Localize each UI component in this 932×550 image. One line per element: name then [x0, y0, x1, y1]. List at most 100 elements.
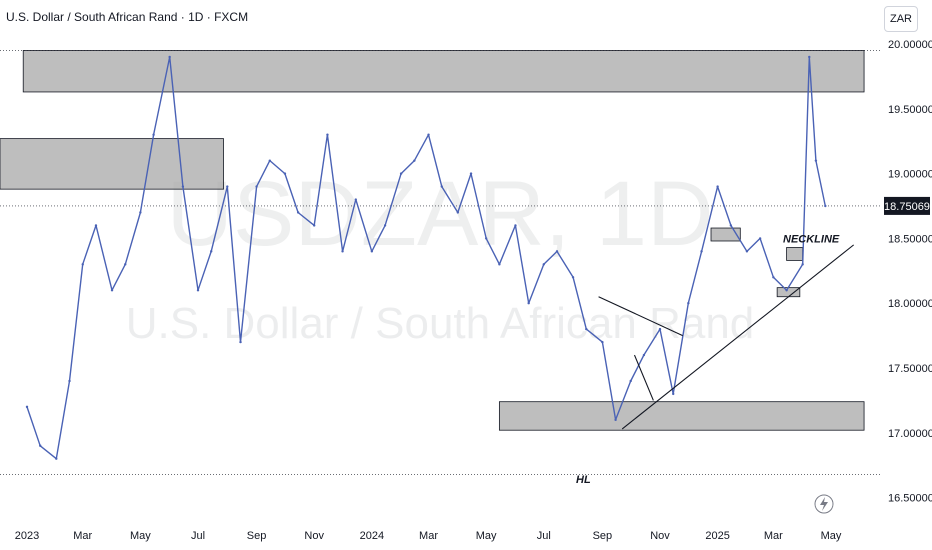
price-series	[26, 56, 826, 460]
price-point	[296, 211, 300, 214]
trendline[interactable]	[621, 244, 855, 430]
price-point	[571, 276, 575, 279]
zone-rect[interactable]	[0, 138, 224, 190]
price-point	[81, 263, 84, 266]
price-point	[456, 211, 460, 214]
x-tick-label: Jul	[191, 530, 205, 542]
x-tick-label: Mar	[73, 530, 92, 542]
price-point	[642, 353, 646, 357]
price-point	[672, 392, 675, 396]
price-point	[181, 185, 185, 188]
price-point	[700, 250, 703, 253]
price-point	[168, 55, 171, 59]
price-point	[614, 418, 617, 422]
price-point	[196, 289, 200, 292]
zone-rect[interactable]	[710, 227, 741, 242]
y-tick-label: 19.50000	[888, 104, 932, 116]
price-point	[39, 444, 42, 447]
price-point	[527, 302, 530, 305]
price-point	[808, 55, 811, 59]
price-point	[341, 250, 344, 253]
price-point	[658, 327, 662, 331]
price-point	[25, 405, 29, 409]
price-point	[687, 302, 690, 305]
x-tick-label: May	[130, 530, 151, 542]
price-point	[283, 172, 287, 175]
x-tick-label: Nov	[304, 530, 324, 542]
price-point	[255, 185, 258, 188]
price-point	[716, 185, 719, 188]
y-tick-label: 17.50000	[888, 363, 932, 375]
x-tick-label: Nov	[650, 530, 670, 542]
price-point	[629, 379, 632, 383]
y-tick-label: 20.00000	[888, 39, 932, 51]
price-point	[772, 276, 775, 279]
price-point	[399, 172, 403, 175]
price-point	[55, 457, 58, 460]
x-tick-label: Mar	[764, 530, 783, 542]
zone-rect[interactable]	[498, 401, 865, 431]
price-point	[313, 224, 316, 227]
price-point	[745, 250, 749, 253]
price-point	[354, 198, 357, 201]
y-tick-label: 17.00000	[888, 428, 932, 440]
price-point	[601, 340, 604, 344]
price-point	[469, 172, 473, 175]
price-point	[68, 379, 71, 383]
price-point	[785, 289, 788, 292]
y-tick-label: 18.00000	[888, 298, 932, 310]
neckline-label: NECKLINE	[783, 233, 840, 245]
price-point	[514, 224, 517, 227]
price-point	[139, 211, 142, 214]
price-point	[268, 159, 272, 162]
y-tick-label: 19.00000	[888, 169, 932, 181]
price-point	[585, 327, 588, 331]
price-point	[484, 237, 488, 240]
last-price-label: 18.75069	[884, 201, 930, 213]
y-tick-label: 16.50000	[888, 493, 932, 505]
price-point	[210, 250, 213, 253]
lightning-icon-glyph	[820, 497, 828, 511]
price-point	[94, 224, 98, 227]
price-point	[814, 159, 818, 162]
x-tick-label: 2025	[705, 530, 729, 542]
price-point	[326, 133, 329, 136]
trendline[interactable]	[633, 354, 654, 401]
y-tick-label: 18.50000	[888, 233, 932, 245]
x-tick-label: May	[821, 530, 842, 542]
currency-button[interactable]: ZAR	[884, 6, 918, 32]
last-price-badge	[884, 196, 930, 215]
price-point	[152, 133, 155, 136]
price-point	[498, 263, 501, 266]
price-point	[758, 237, 762, 240]
price-point	[440, 185, 443, 188]
x-tick-label: 2023	[15, 530, 39, 542]
watermark-name: U.S. Dollar / South African Rand	[126, 299, 755, 348]
x-tick-label: Sep	[247, 530, 267, 542]
x-tick-label: Mar	[419, 530, 438, 542]
price-point	[226, 185, 229, 188]
price-point	[555, 250, 559, 253]
hl-label: HL	[576, 474, 591, 486]
x-tick-label: Jul	[537, 530, 551, 542]
price-point	[427, 133, 430, 136]
zone-rect[interactable]	[786, 247, 804, 261]
price-point	[729, 224, 733, 227]
price-point	[542, 263, 545, 266]
price-point	[124, 263, 127, 266]
price-point	[370, 250, 374, 253]
zone-rect[interactable]	[776, 287, 801, 298]
price-point	[801, 263, 804, 266]
x-tick-label: 2024	[360, 530, 384, 542]
price-point	[110, 289, 114, 292]
trendline[interactable]	[598, 296, 683, 337]
price-point	[383, 224, 387, 227]
price-point	[413, 159, 416, 162]
zone-rect[interactable]	[22, 50, 865, 93]
chart-title: U.S. Dollar / South African Rand · 1D · …	[6, 10, 249, 24]
x-tick-label: Sep	[593, 530, 613, 542]
x-tick-label: May	[476, 530, 497, 542]
price-point	[239, 340, 242, 344]
